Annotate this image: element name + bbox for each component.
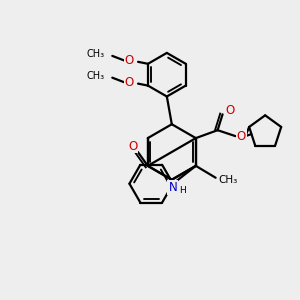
Text: O: O	[124, 76, 134, 89]
Text: CH₃: CH₃	[86, 71, 104, 81]
Text: O: O	[128, 140, 137, 152]
Text: CH₃: CH₃	[86, 49, 104, 59]
Text: O: O	[237, 130, 246, 142]
Text: O: O	[124, 54, 134, 67]
Text: N: N	[168, 181, 177, 194]
Text: O: O	[225, 104, 234, 117]
Text: CH₃: CH₃	[218, 175, 237, 185]
Text: H: H	[179, 186, 185, 195]
